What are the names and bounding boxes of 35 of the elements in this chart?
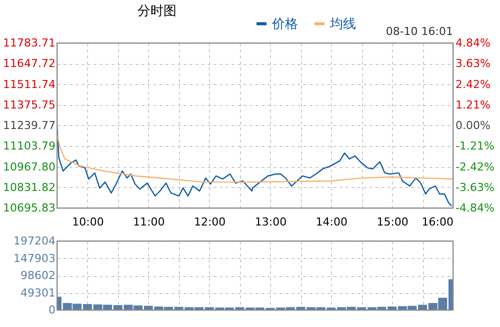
y2-tick-label: 2.42% <box>456 78 490 91</box>
x-tick-label: 16:00 <box>422 216 454 228</box>
y-tick-label: 49301 <box>20 286 56 300</box>
y-tick-label: 147903 <box>14 252 56 265</box>
line-series <box>57 133 453 183</box>
x-tick-label: 13:00 <box>254 216 287 228</box>
x-tick-label: 12:00 <box>194 216 226 228</box>
x-tick-label: 11:00 <box>133 216 165 228</box>
y-tick-label: 10695.83 <box>3 202 56 214</box>
y-tick-label: 11239.77 <box>3 119 56 132</box>
text: 08-10 16:01 <box>386 25 453 38</box>
y-tick-label: 11783.71 <box>3 36 56 50</box>
y2-tick-label: 1.21% <box>456 98 490 112</box>
y-tick-label: 10831.82 <box>3 180 56 194</box>
x-tick-label: 14:00 <box>316 216 348 228</box>
y2-tick-label: 3.63% <box>456 57 490 70</box>
legend-label: 价格 <box>271 16 298 32</box>
y-tick-label: 11511.74 <box>3 78 56 91</box>
y-tick-label: 10967.80 <box>3 160 56 174</box>
chart-title: 分时图 <box>138 4 177 19</box>
y2-tick-label: -3.63% <box>456 180 494 194</box>
legend-label: 均线 <box>329 16 356 32</box>
x-tick-label: 15:00 <box>376 216 408 228</box>
y-tick-label: 11647.72 <box>3 57 56 70</box>
y2-tick-label: 0.00% <box>456 119 490 132</box>
y2-tick-label: -4.84% <box>456 202 494 214</box>
y-tick-label: 98602 <box>20 269 56 282</box>
y-tick-label: 197204 <box>14 234 56 248</box>
y2-tick-label: -1.21% <box>456 140 494 153</box>
y2-tick-label: 4.84% <box>456 36 490 50</box>
y-tick-label: 11103.79 <box>3 140 56 153</box>
y2-tick-label: -2.42% <box>456 160 494 174</box>
x-tick-label: 10:00 <box>72 216 104 228</box>
y-tick-label: 11375.75 <box>3 98 56 112</box>
y-tick-label: 0 <box>48 304 56 316</box>
